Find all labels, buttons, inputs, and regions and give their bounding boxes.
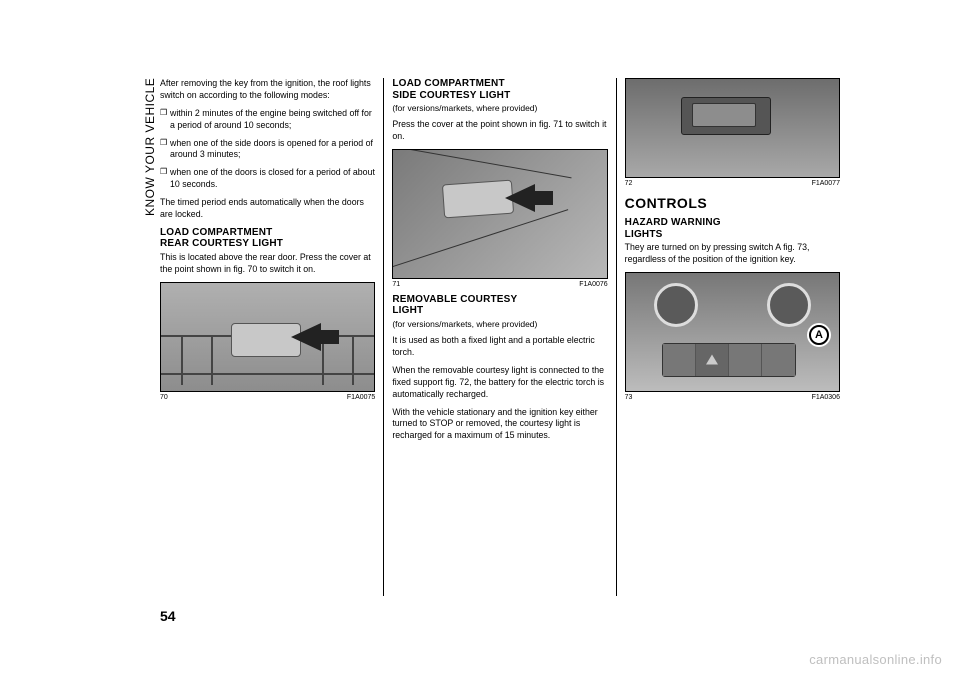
figure-code: F1A0076 xyxy=(579,281,607,288)
figure-72 xyxy=(625,78,840,178)
column-3: 72 F1A0077 CONTROLS HAZARD WARNING LIGHT… xyxy=(616,78,840,596)
list-item: within 2 minutes of the engine being swi… xyxy=(160,108,375,132)
hazard-text: They are turned on by pressing switch A … xyxy=(625,242,840,266)
page-number: 54 xyxy=(160,608,176,624)
figure-71 xyxy=(392,149,607,279)
figure-73-caption: 73 F1A0306 xyxy=(625,392,840,401)
provided-note: (for versions/markets, where provided) xyxy=(392,319,607,329)
figure-code: F1A0075 xyxy=(347,394,375,401)
column-1: After removing the key from the ignition… xyxy=(160,78,383,596)
removable-text-1: It is used as both a fixed light and a p… xyxy=(392,335,607,359)
figure-code: F1A0077 xyxy=(812,180,840,187)
heading-hazard: HAZARD WARNING LIGHTS xyxy=(625,217,840,240)
mode-list: within 2 minutes of the engine being swi… xyxy=(160,108,375,191)
rear-courtesy-text: This is located above the rear door. Pre… xyxy=(160,252,375,276)
figure-70-caption: 70 F1A0075 xyxy=(160,392,375,401)
heading-line: LIGHT xyxy=(392,305,423,316)
intro-text: After removing the key from the ignition… xyxy=(160,78,375,102)
figure-number: 70 xyxy=(160,394,168,401)
figure-number: 71 xyxy=(392,281,400,288)
manual-page: KNOW YOUR VEHICLE After removing the key… xyxy=(0,0,960,679)
figure-71-caption: 71 F1A0076 xyxy=(392,279,607,288)
callout-a: A xyxy=(809,325,829,345)
heading-removable-courtesy: REMOVABLE COURTESY LIGHT xyxy=(392,294,607,317)
figure-number: 73 xyxy=(625,394,633,401)
heading-line: REAR COURTESY LIGHT xyxy=(160,238,283,249)
heading-controls: CONTROLS xyxy=(625,195,840,211)
content-frame: KNOW YOUR VEHICLE After removing the key… xyxy=(160,78,840,596)
columns: After removing the key from the ignition… xyxy=(160,78,840,596)
provided-note: (for versions/markets, where provided) xyxy=(392,103,607,113)
heading-line: LOAD COMPARTMENT xyxy=(160,227,272,238)
section-tab: KNOW YOUR VEHICLE xyxy=(140,78,160,278)
figure-72-caption: 72 F1A0077 xyxy=(625,178,840,187)
list-item: when one of the side doors is opened for… xyxy=(160,138,375,162)
heading-line: SIDE COURTESY LIGHT xyxy=(392,90,510,101)
heading-line: HAZARD WARNING xyxy=(625,217,721,228)
column-2: LOAD COMPARTMENT SIDE COURTESY LIGHT (fo… xyxy=(383,78,615,596)
watermark: carmanualsonline.info xyxy=(809,652,942,667)
side-courtesy-text: Press the cover at the point shown in fi… xyxy=(392,119,607,143)
heading-rear-courtesy: LOAD COMPARTMENT REAR COURTESY LIGHT xyxy=(160,227,375,250)
figure-70 xyxy=(160,282,375,392)
list-item: when one of the doors is closed for a pe… xyxy=(160,167,375,191)
removable-text-2: When the removable courtesy light is con… xyxy=(392,365,607,401)
heading-side-courtesy: LOAD COMPARTMENT SIDE COURTESY LIGHT xyxy=(392,78,607,101)
figure-73: A xyxy=(625,272,840,392)
heading-line: LIGHTS xyxy=(625,229,663,240)
figure-number: 72 xyxy=(625,180,633,187)
figure-code: F1A0306 xyxy=(812,394,840,401)
timed-note: The timed period ends automatically when… xyxy=(160,197,375,221)
heading-line: LOAD COMPARTMENT xyxy=(392,78,504,89)
heading-line: REMOVABLE COURTESY xyxy=(392,294,517,305)
removable-text-3: With the vehicle stationary and the igni… xyxy=(392,407,607,443)
